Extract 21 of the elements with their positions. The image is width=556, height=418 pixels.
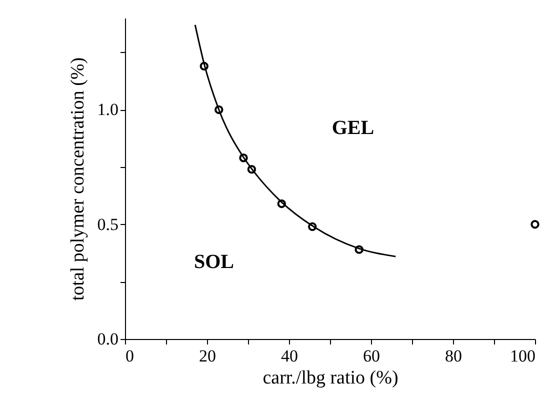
x-tick-label: 100	[510, 346, 536, 366]
point	[354, 245, 364, 254]
point	[200, 62, 208, 70]
y-axis-title: total polymer concentration (%)	[67, 57, 88, 301]
x-tick-label: 40	[281, 346, 298, 366]
x-axis-title: carr./lbg ratio (%)	[262, 368, 398, 388]
annotation: GEL	[332, 117, 374, 139]
point	[277, 199, 286, 208]
y-tick-label: 0.5	[97, 214, 118, 234]
y-tick-label: 0.0	[97, 330, 118, 348]
point	[308, 222, 317, 231]
x-tick-label: 0	[126, 346, 134, 366]
point	[214, 105, 224, 114]
x-tick-label: 20	[199, 346, 216, 366]
annotation: SOL	[194, 251, 234, 273]
x-tick-label: 80	[445, 346, 462, 366]
point	[530, 220, 540, 229]
y-tick-label: 1.0	[97, 100, 118, 120]
point	[247, 164, 256, 174]
point	[239, 154, 248, 162]
x-tick-label: 60	[363, 346, 380, 366]
